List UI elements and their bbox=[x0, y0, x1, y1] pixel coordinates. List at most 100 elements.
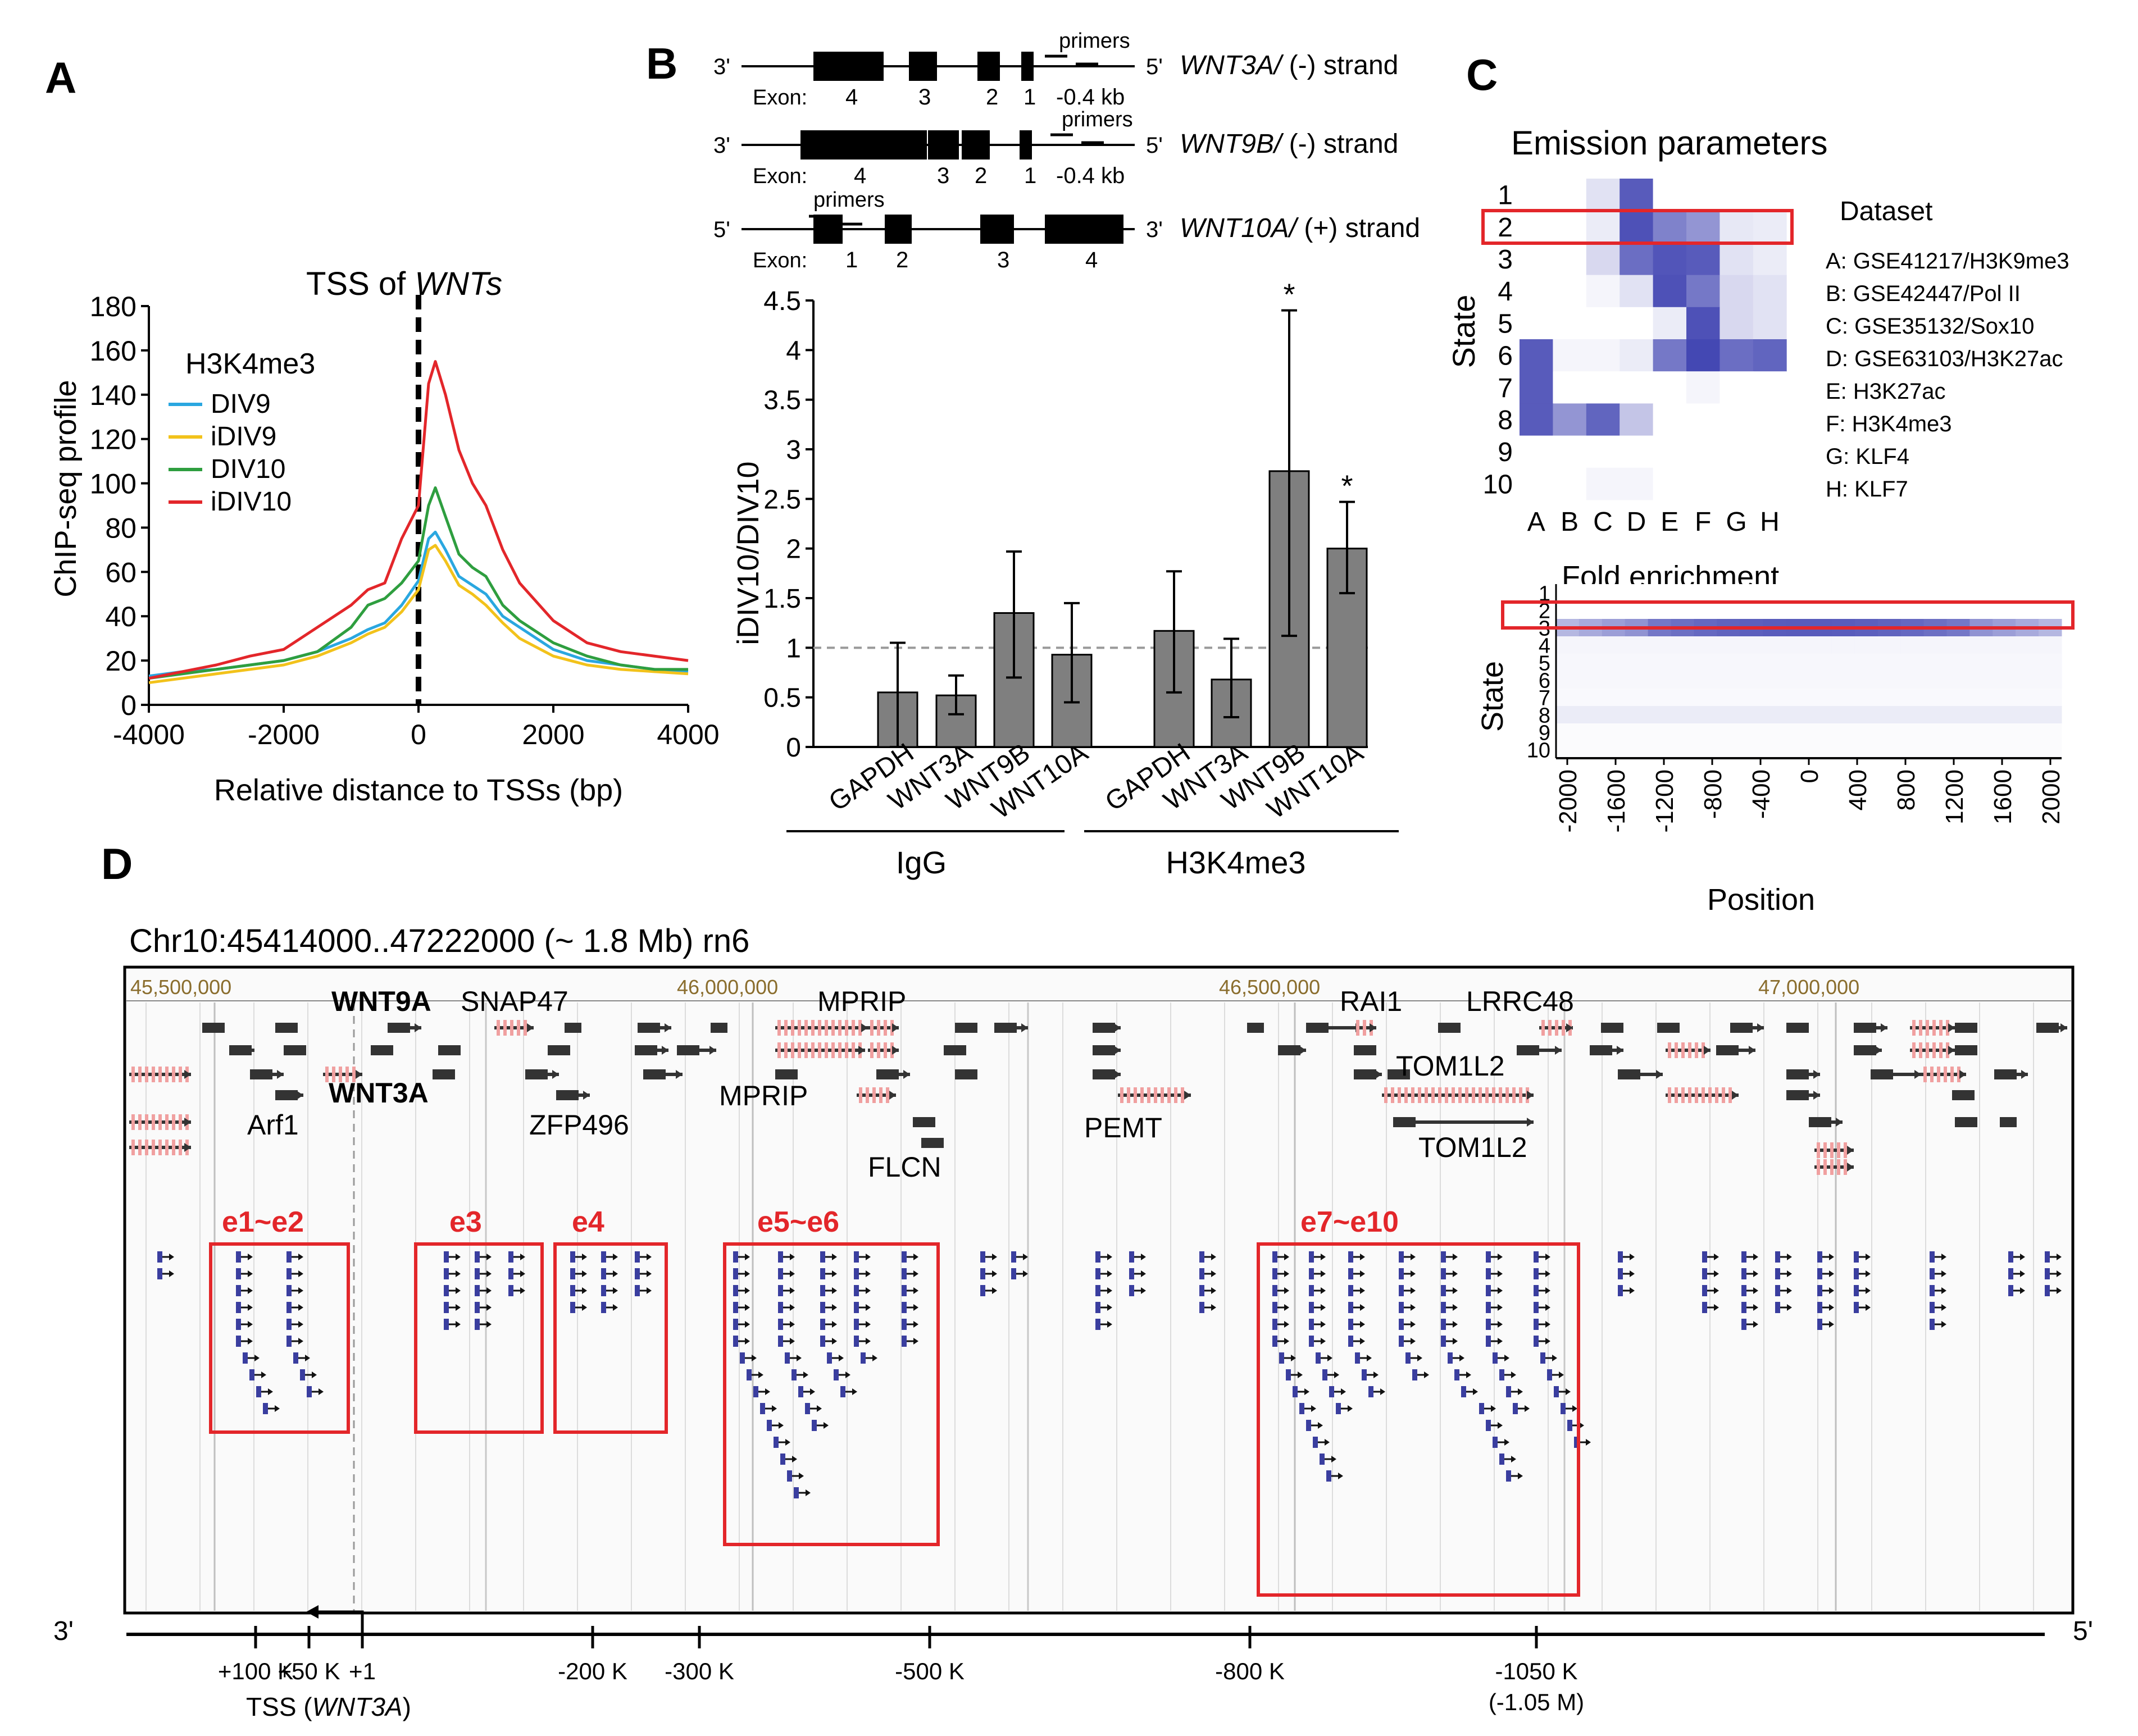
y-tick-label: 1.5 bbox=[763, 584, 801, 614]
gene-exon bbox=[1702, 1087, 1705, 1103]
fold-cell bbox=[2039, 741, 2062, 759]
gene-arrow bbox=[676, 1070, 683, 1079]
heat-cell bbox=[1553, 211, 1587, 243]
gene-arrow bbox=[1847, 1163, 1854, 1172]
enhancer-arrow bbox=[1411, 1304, 1416, 1311]
gene-exon bbox=[777, 1042, 781, 1058]
enhancer-arrow bbox=[913, 1287, 918, 1294]
gene-exon bbox=[1618, 1069, 1640, 1079]
enhancer-mark bbox=[1399, 1251, 1404, 1263]
gene-exon bbox=[497, 1020, 500, 1036]
enhancer-arrow bbox=[1498, 1321, 1503, 1328]
enhancer-arrow bbox=[1304, 1388, 1309, 1395]
heat-cell bbox=[1686, 371, 1720, 404]
enhancer-arrow bbox=[248, 1338, 253, 1345]
fold-cell bbox=[2039, 636, 2062, 654]
enhancer-arrow bbox=[1321, 1270, 1326, 1277]
fold-ylabel: State bbox=[1476, 661, 1509, 732]
fold-cell bbox=[1809, 636, 1832, 654]
enhancer-arrow bbox=[1023, 1254, 1028, 1260]
enhancer-mark bbox=[1561, 1403, 1566, 1414]
gene-arrow bbox=[861, 1023, 868, 1032]
gene-arrow bbox=[1375, 1070, 1382, 1079]
dataset-item: E: H3K27ac bbox=[1826, 379, 1945, 404]
fold-cell bbox=[2039, 602, 2062, 619]
exon-number: 1 bbox=[1024, 163, 1036, 188]
heat-cell bbox=[1586, 435, 1620, 468]
heat-cell bbox=[1653, 403, 1687, 436]
gene-exon bbox=[332, 1067, 335, 1082]
legend-label: DIV10 bbox=[211, 454, 285, 484]
fold-cell bbox=[1579, 654, 1603, 672]
fold-cell bbox=[1969, 723, 1993, 741]
enhancer-mark bbox=[1702, 1285, 1707, 1296]
gene-exon bbox=[145, 1140, 148, 1155]
gene-arrow bbox=[1847, 1146, 1854, 1155]
dataset-item: F: H3K4me3 bbox=[1826, 412, 1952, 436]
gene-label: SNAP47 bbox=[461, 986, 568, 1017]
panel-d-title: Chr10:45414000..47222000 (~ 1.8 Mb) rn6 bbox=[129, 923, 749, 959]
enhancer-mark bbox=[508, 1285, 513, 1296]
enhancer-arrow bbox=[913, 1338, 918, 1345]
enhancer-arrow bbox=[647, 1270, 652, 1277]
enhancer-arrow bbox=[1367, 1355, 1372, 1361]
gene-arrow bbox=[563, 1046, 570, 1055]
fold-cell bbox=[1648, 602, 1672, 619]
enhancer-mark bbox=[1095, 1268, 1100, 1279]
enhancer-arrow bbox=[1579, 1422, 1584, 1429]
gene-exon bbox=[1472, 1087, 1475, 1103]
enhancer-mark bbox=[1399, 1302, 1404, 1313]
gene-exon bbox=[152, 1140, 155, 1155]
gene-exon bbox=[866, 1087, 869, 1103]
ruler-label: 46,500,000 bbox=[1219, 976, 1320, 999]
gene-exon bbox=[1161, 1087, 1164, 1103]
fold-state-label: 2 bbox=[1539, 600, 1550, 623]
exon-box bbox=[928, 130, 959, 160]
fold-state-label: 8 bbox=[1539, 704, 1550, 728]
dataset-col-label: B bbox=[1561, 507, 1579, 537]
enhancer-arrow bbox=[745, 1321, 750, 1328]
enhancer-mark bbox=[236, 1319, 241, 1330]
gene-exon bbox=[250, 1069, 272, 1079]
gene-arrow bbox=[1021, 1023, 1028, 1032]
enhancer-mark bbox=[1547, 1369, 1552, 1380]
enhancer-mark bbox=[1702, 1268, 1707, 1279]
enhancer-arrow bbox=[1787, 1287, 1792, 1294]
enhancer-arrow bbox=[824, 1422, 829, 1429]
gene-arrow bbox=[1555, 1046, 1562, 1055]
fold-cell bbox=[1579, 584, 1603, 602]
dataset-item: B: GSE42447/Pol II bbox=[1826, 281, 2021, 306]
y-tick-label: 180 bbox=[90, 291, 137, 322]
enhancer-mark bbox=[840, 1386, 845, 1397]
enhancer-mark bbox=[1129, 1251, 1134, 1263]
y-tick-label: 4 bbox=[786, 336, 801, 366]
enhancer-mark bbox=[1441, 1285, 1446, 1296]
dataset-col-label: G bbox=[1726, 507, 1746, 537]
enhancer-arrow bbox=[1545, 1338, 1550, 1345]
enhancer-mark bbox=[1486, 1319, 1491, 1330]
fold-cell bbox=[1993, 636, 2016, 654]
heat-cell bbox=[1753, 339, 1787, 372]
enhancer-arrow bbox=[832, 1287, 837, 1294]
y-tick-label: 0.5 bbox=[763, 684, 801, 713]
gene-exon bbox=[1716, 1045, 1739, 1055]
enhancer-mark bbox=[854, 1319, 859, 1330]
gene-exon bbox=[1120, 1087, 1123, 1103]
enhancer-arrow bbox=[647, 1254, 652, 1260]
fold-cell bbox=[1900, 671, 1925, 689]
fold-cell bbox=[1900, 689, 1925, 707]
enhancer-mark bbox=[902, 1251, 907, 1263]
enhancer-arrow bbox=[752, 1355, 757, 1361]
gene-exon bbox=[852, 1042, 855, 1058]
enhancer-mark bbox=[1329, 1386, 1334, 1397]
enhancer-box bbox=[209, 1242, 350, 1434]
gene-exon bbox=[1946, 1042, 1949, 1058]
enhancer-mark bbox=[1399, 1336, 1404, 1347]
gene-arrow bbox=[929, 1118, 935, 1127]
enhancer-mark bbox=[1309, 1251, 1314, 1263]
fold-cell bbox=[1877, 654, 1902, 672]
enhancer-arrow bbox=[1498, 1422, 1503, 1429]
gene-exon bbox=[1957, 1067, 1960, 1082]
